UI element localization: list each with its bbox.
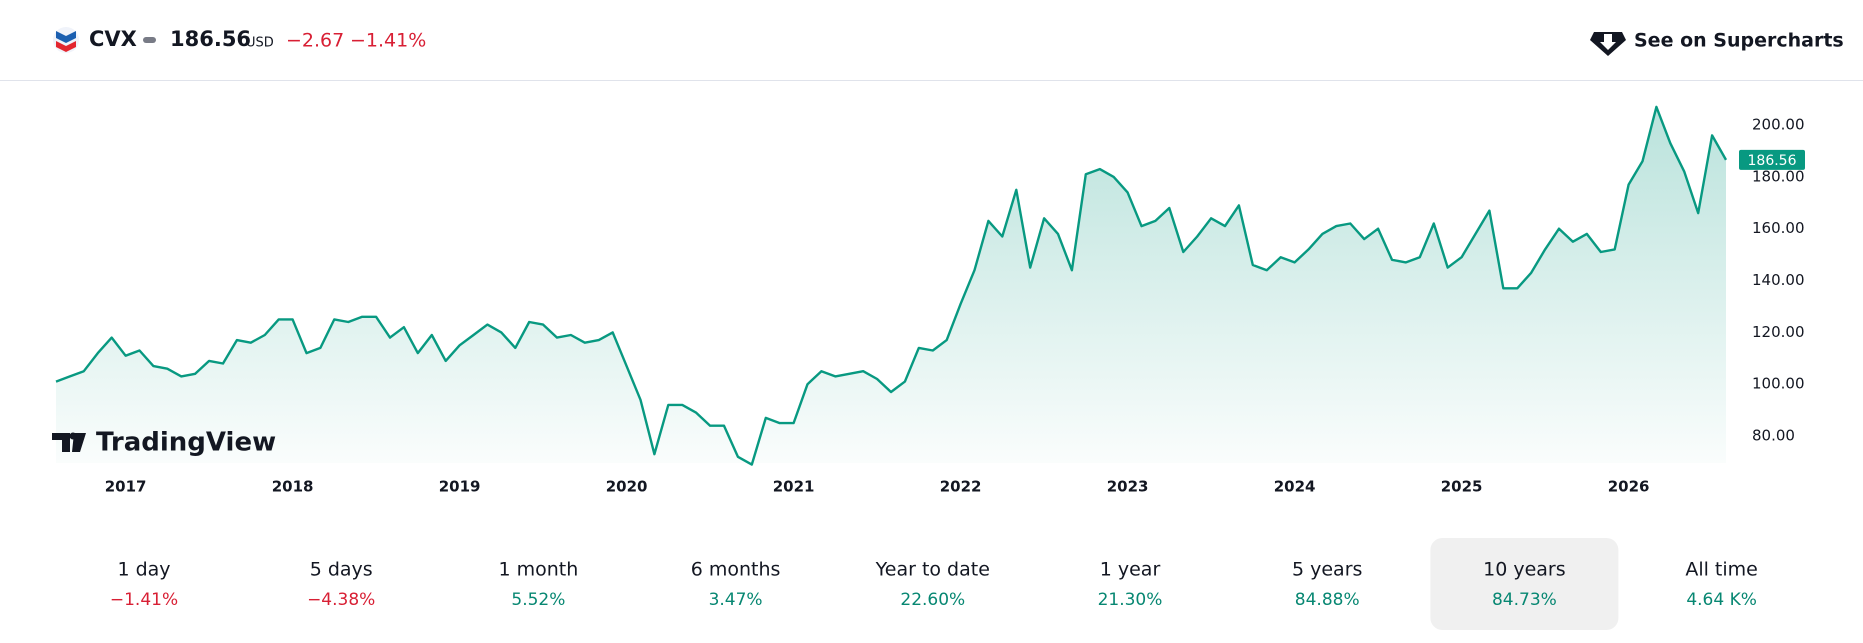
currency: USD <box>246 36 274 51</box>
period-value[interactable]: −1.41% <box>110 590 178 610</box>
supercharts-link[interactable]: See on Supercharts <box>1590 30 1844 57</box>
period-label[interactable]: 5 years <box>1292 559 1362 581</box>
period-highlight <box>1430 538 1619 630</box>
period-label[interactable]: 1 day <box>117 559 170 581</box>
watermark: TradingView <box>52 428 276 458</box>
x-tick-label: 2021 <box>773 478 815 496</box>
period-value[interactable]: 4.64 K% <box>1686 590 1757 610</box>
x-tick-label: 2020 <box>606 478 648 496</box>
period-value[interactable]: 84.73% <box>1492 590 1557 610</box>
period-value[interactable]: 3.47% <box>709 590 763 610</box>
change: −2.67 <box>286 30 344 52</box>
watermark-text: TradingView <box>96 428 276 458</box>
period-label[interactable]: 6 months <box>691 559 781 581</box>
period-button[interactable]: All time 4.64 K% <box>1685 559 1758 611</box>
last-price-label: 186.56 <box>1748 153 1797 169</box>
x-tick-label: 2024 <box>1274 478 1316 496</box>
period-button[interactable]: 1 month 5.52% <box>499 559 579 611</box>
plot: 80.00 100.00 120.00 140.00 160.00 180.00 200.0… <box>55 105 1805 496</box>
period-label[interactable]: All time <box>1685 559 1758 581</box>
price: 186.56 <box>170 27 251 51</box>
y-tick-label: 120.00 <box>1752 323 1805 341</box>
period-label[interactable]: 1 month <box>499 559 579 581</box>
period-button[interactable]: 5 years 84.88% <box>1292 559 1362 611</box>
price-line <box>55 105 1728 466</box>
x-tick-label: 2022 <box>940 478 982 496</box>
period-value[interactable]: 21.30% <box>1098 590 1163 610</box>
period-value[interactable]: 5.52% <box>511 590 565 610</box>
symbol: CVX <box>89 27 137 51</box>
y-tick-label: 140.00 <box>1752 271 1805 289</box>
period-button[interactable]: 6 months 3.47% <box>691 559 781 611</box>
period-button[interactable]: Year to date 22.60% <box>875 559 990 611</box>
x-tick-label: 2026 <box>1608 478 1650 496</box>
x-tick-label: 2025 <box>1441 478 1483 496</box>
y-tick-label: 200.00 <box>1752 116 1805 134</box>
period-value[interactable]: −4.38% <box>307 590 375 610</box>
area-fill <box>56 106 1726 465</box>
y-tick-label: 160.00 <box>1752 219 1805 237</box>
x-tick-label: 2019 <box>439 478 481 496</box>
y-tick-label: 80.00 <box>1752 427 1795 445</box>
x-tick-label: 2018 <box>272 478 314 496</box>
y-tick-label: 180.00 <box>1752 167 1805 185</box>
logo <box>53 27 79 53</box>
change-percent: −1.41% <box>350 30 426 52</box>
period-label[interactable]: 10 years <box>1483 559 1566 581</box>
period-label[interactable]: Year to date <box>875 559 990 581</box>
period-label[interactable]: 5 days <box>310 559 373 581</box>
periods: 1 day −1.41% 5 days −4.38% 1 month 5.52% 6 mon… <box>110 538 1758 630</box>
period-button[interactable]: 5 days −4.38% <box>307 559 375 611</box>
period-button[interactable]: 1 day −1.41% <box>110 559 178 611</box>
period-button[interactable]: 10 years 84.73% <box>1430 538 1619 630</box>
x-tick-label: 2023 <box>1107 478 1149 496</box>
period-button[interactable]: 1 year 21.30% <box>1098 559 1163 611</box>
x-tick-label: 2017 <box>105 478 147 496</box>
period-value[interactable]: 22.60% <box>900 590 965 610</box>
period-value[interactable]: 84.88% <box>1295 590 1360 610</box>
status-dot <box>143 37 156 43</box>
link-text[interactable]: See on Supercharts <box>1634 30 1844 52</box>
period-label[interactable]: 1 year <box>1100 559 1161 581</box>
y-tick-label: 100.00 <box>1752 375 1805 393</box>
last-price-tag <box>1739 149 1805 170</box>
